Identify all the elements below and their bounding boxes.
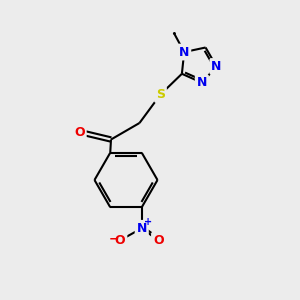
Text: +: + [144,217,152,227]
Text: O: O [115,234,125,247]
Text: O: O [153,234,164,247]
Text: O: O [74,125,85,139]
Text: N: N [179,46,189,59]
Text: N: N [211,60,222,73]
Text: S: S [156,88,165,101]
Text: N: N [197,76,207,89]
Text: N: N [136,222,147,235]
Text: −: − [108,232,119,245]
